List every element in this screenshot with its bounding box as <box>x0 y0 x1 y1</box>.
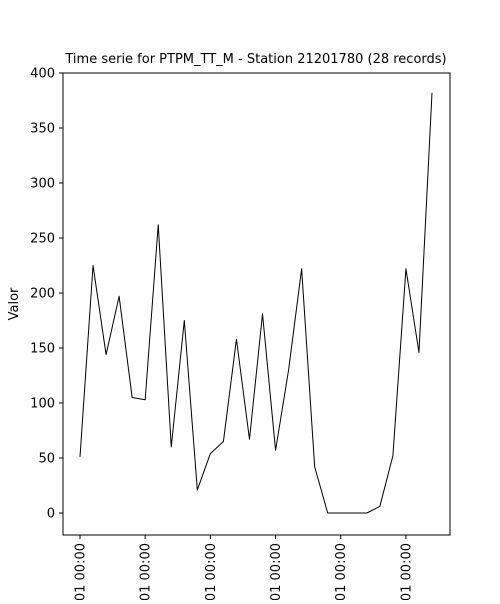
plot-frame <box>62 72 451 536</box>
series-line <box>79 92 433 514</box>
y-tick-label: 200 <box>30 287 55 302</box>
y-axis-label: Valor <box>7 287 22 320</box>
y-tick-label: 150 <box>30 342 55 357</box>
x-axis-ticks: 01 00:00 01 00:00 01 00:00 01 00:00 01 00:00… <box>74 535 414 601</box>
y-axis-ticks: 0 50 100 150 200 250 300 350 400 <box>30 67 63 522</box>
series-group <box>79 92 433 514</box>
x-tick-label: 01 00:00 <box>334 543 349 600</box>
x-tick-label: 01 00:00 <box>204 543 219 600</box>
x-tick-label: 01 00:00 <box>399 543 414 600</box>
x-tick-label: 01 00:00 <box>74 543 89 600</box>
x-tick-label: 01 00:00 <box>269 543 284 600</box>
chart-title: Time serie for PTPM_TT_M - Station 21201… <box>64 52 446 67</box>
y-tick-label: 50 <box>38 452 55 467</box>
y-tick-label: 100 <box>30 397 55 412</box>
y-tick-label: 300 <box>30 177 55 192</box>
y-tick-label: 350 <box>30 122 55 137</box>
y-tick-label: 400 <box>30 67 55 82</box>
y-tick-label: 0 <box>47 507 55 522</box>
y-tick-label: 250 <box>30 232 55 247</box>
x-tick-label: 01 00:00 <box>139 543 154 600</box>
